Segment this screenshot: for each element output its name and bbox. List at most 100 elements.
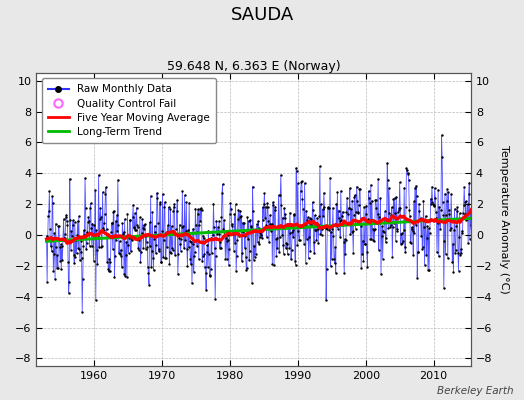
Point bbox=[270, 262, 278, 268]
Point bbox=[268, 220, 276, 227]
Point bbox=[252, 228, 260, 234]
Point bbox=[127, 248, 135, 254]
Point bbox=[438, 154, 446, 160]
Point bbox=[43, 237, 52, 243]
Point bbox=[135, 246, 143, 253]
Point bbox=[385, 185, 393, 191]
Point bbox=[434, 186, 442, 193]
Point bbox=[116, 251, 124, 257]
Point bbox=[427, 200, 435, 207]
Point bbox=[192, 222, 200, 228]
Point bbox=[355, 185, 364, 192]
Point bbox=[375, 246, 383, 253]
Point bbox=[364, 216, 372, 222]
Point bbox=[159, 254, 167, 261]
Point bbox=[392, 225, 401, 232]
Point bbox=[214, 224, 222, 230]
Point bbox=[276, 234, 284, 240]
Point bbox=[412, 193, 421, 199]
Point bbox=[296, 237, 304, 243]
Point bbox=[275, 192, 283, 198]
Point bbox=[325, 226, 334, 233]
Point bbox=[383, 216, 391, 223]
Point bbox=[177, 248, 185, 254]
Point bbox=[225, 245, 234, 252]
Point bbox=[76, 257, 84, 264]
Point bbox=[208, 229, 216, 235]
Point bbox=[431, 185, 439, 192]
Point bbox=[71, 219, 79, 226]
Point bbox=[384, 225, 392, 232]
Point bbox=[212, 253, 220, 260]
Point bbox=[95, 244, 103, 250]
Point bbox=[173, 271, 182, 277]
Point bbox=[179, 230, 187, 237]
Point bbox=[313, 215, 321, 221]
Point bbox=[347, 228, 356, 235]
Point bbox=[245, 257, 253, 264]
Point bbox=[380, 219, 389, 225]
Point bbox=[50, 230, 59, 236]
Point bbox=[223, 232, 232, 238]
Point bbox=[46, 243, 54, 250]
Point bbox=[100, 220, 108, 226]
Point bbox=[235, 232, 243, 239]
Point bbox=[272, 234, 281, 241]
Point bbox=[405, 207, 413, 213]
Point bbox=[351, 226, 359, 232]
Point bbox=[44, 213, 52, 219]
Point bbox=[72, 237, 80, 243]
Point bbox=[286, 209, 294, 216]
Point bbox=[420, 224, 428, 230]
Point bbox=[407, 224, 416, 230]
Point bbox=[300, 241, 308, 247]
Point bbox=[278, 232, 286, 238]
Point bbox=[333, 189, 342, 195]
Point bbox=[229, 228, 237, 234]
Point bbox=[113, 228, 122, 234]
Point bbox=[233, 253, 241, 259]
Point bbox=[189, 226, 198, 232]
Point bbox=[342, 209, 351, 216]
Point bbox=[352, 208, 361, 215]
Point bbox=[446, 226, 454, 233]
Point bbox=[49, 200, 57, 206]
Point bbox=[49, 268, 58, 274]
Point bbox=[163, 222, 172, 228]
Point bbox=[450, 206, 458, 212]
Point bbox=[182, 199, 191, 206]
Point bbox=[269, 199, 277, 206]
Point bbox=[239, 229, 248, 235]
Point bbox=[93, 261, 102, 268]
Point bbox=[198, 258, 206, 264]
Point bbox=[193, 243, 201, 249]
Point bbox=[422, 252, 430, 259]
Point bbox=[103, 231, 112, 237]
Point bbox=[94, 172, 103, 178]
Point bbox=[214, 231, 223, 237]
Point bbox=[169, 208, 178, 214]
Point bbox=[78, 308, 86, 315]
Point bbox=[88, 220, 96, 227]
Point bbox=[139, 245, 148, 251]
Point bbox=[63, 217, 71, 224]
Point bbox=[66, 216, 74, 223]
Point bbox=[301, 222, 309, 228]
Text: Berkeley Earth: Berkeley Earth bbox=[437, 386, 514, 396]
Point bbox=[115, 238, 124, 244]
Point bbox=[456, 252, 464, 258]
Point bbox=[433, 249, 441, 256]
Point bbox=[242, 254, 250, 260]
Point bbox=[190, 268, 198, 275]
Point bbox=[339, 208, 347, 215]
Point bbox=[179, 223, 188, 229]
Point bbox=[154, 194, 162, 201]
Point bbox=[350, 212, 358, 218]
Point bbox=[281, 211, 290, 217]
Point bbox=[331, 260, 339, 266]
Point bbox=[155, 248, 163, 254]
Point bbox=[267, 225, 276, 232]
Point bbox=[334, 226, 342, 232]
Point bbox=[414, 200, 423, 207]
Point bbox=[324, 205, 333, 211]
